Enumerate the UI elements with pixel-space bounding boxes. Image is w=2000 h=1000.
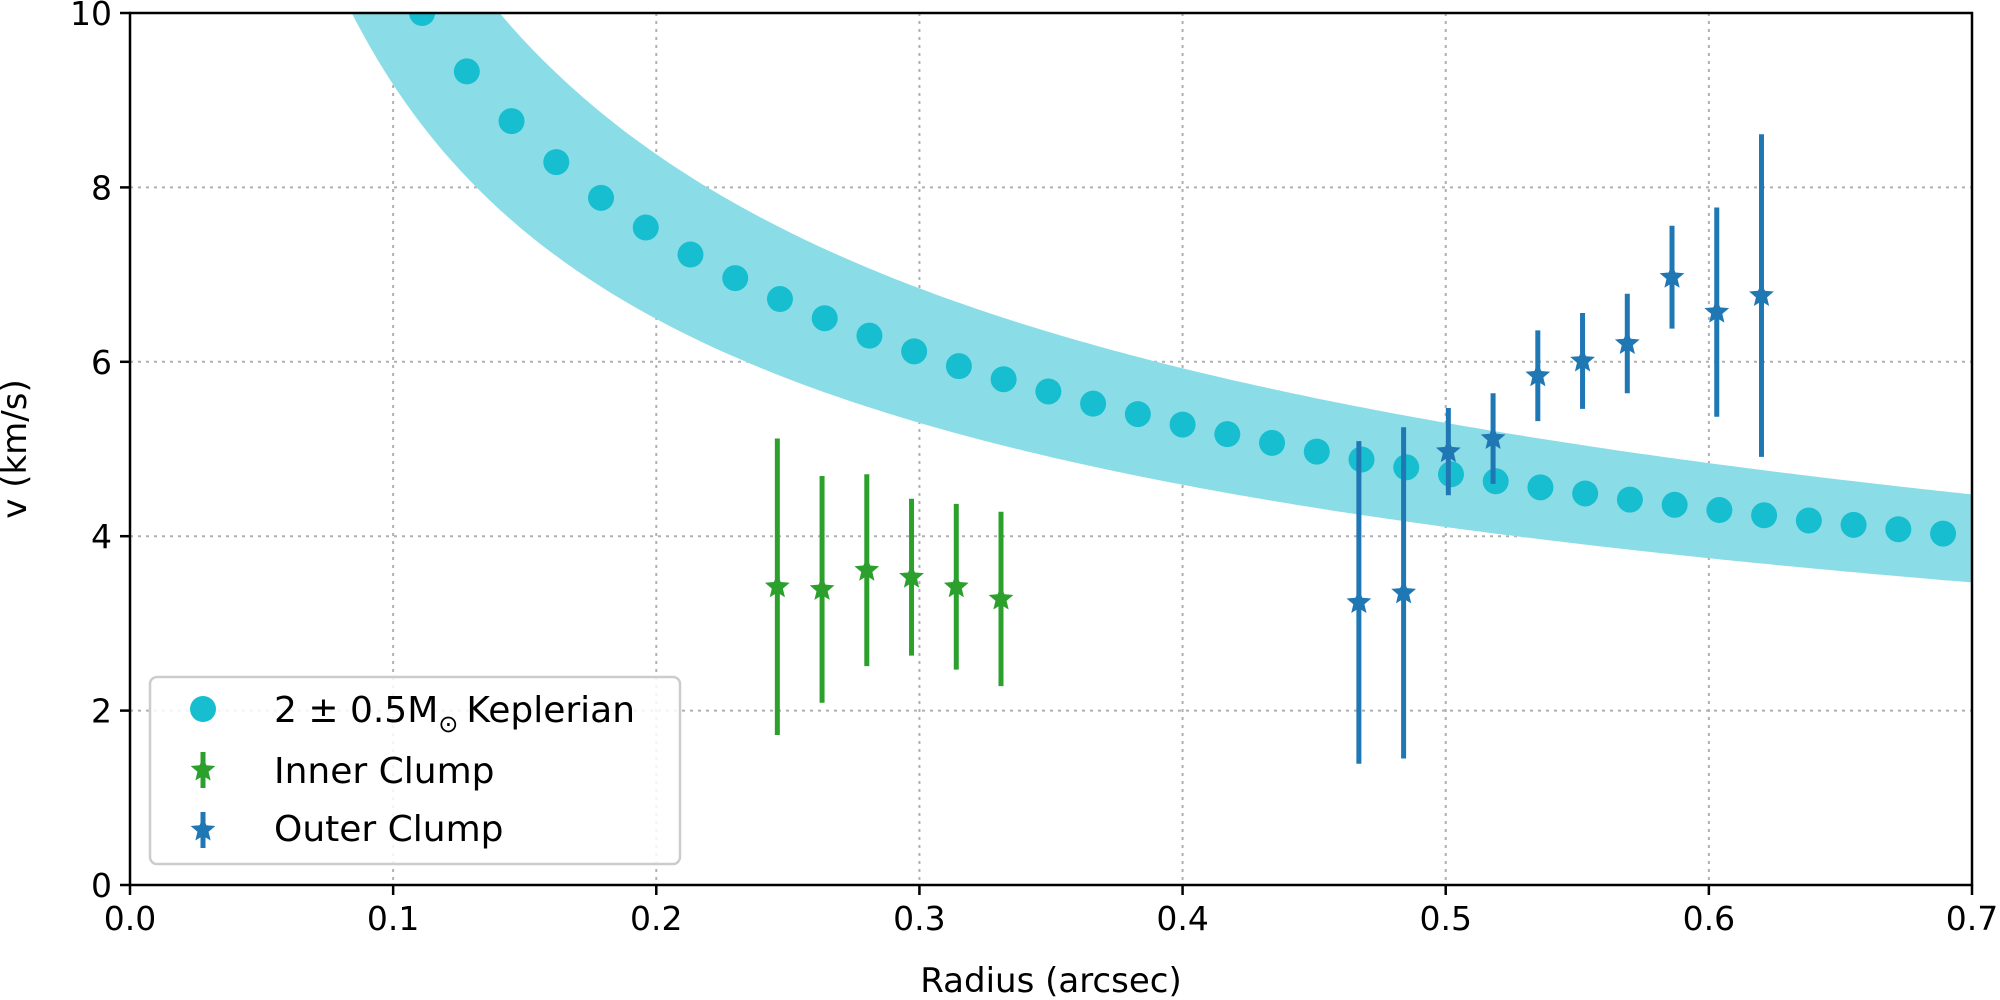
keplerian-point	[1080, 390, 1107, 417]
keplerian-point	[1706, 497, 1733, 524]
keplerian-point	[1527, 474, 1554, 501]
legend-marker-inner	[190, 757, 216, 781]
y-tick-label: 10	[70, 0, 112, 33]
keplerian-point	[1303, 438, 1330, 465]
keplerian-point	[409, 13, 436, 26]
keplerian-point	[1124, 401, 1151, 428]
outer-clump-point	[1614, 330, 1640, 355]
x-tick-label: 0.3	[893, 899, 945, 938]
x-axis-label: Radius (arcsec)	[920, 961, 1181, 1000]
keplerian-point	[811, 305, 838, 332]
outer-clump-point	[1749, 282, 1774, 307]
keplerian-point	[901, 338, 928, 365]
keplerian-point	[1840, 511, 1867, 538]
x-tick-label: 0.7	[1946, 899, 1998, 938]
x-tick-label: 0.2	[630, 899, 682, 938]
y-tick-label: 6	[91, 343, 112, 382]
legend-label-keplerian: 2 ± 0.5M⊙ Keplerian	[274, 690, 635, 738]
keplerian-point	[543, 149, 570, 176]
keplerian-point	[677, 241, 704, 268]
inner-clump-point	[988, 585, 1014, 610]
outer-clump-point	[1391, 579, 1416, 604]
keplerian-point	[1795, 507, 1822, 534]
series-outer-clump	[1346, 134, 1774, 764]
outer-clump-point	[1704, 299, 1730, 323]
legend-label-keplerian-subscript: ⊙	[438, 710, 458, 738]
keplerian-point	[1348, 446, 1375, 473]
keplerian-point	[1259, 429, 1286, 456]
keplerian-point	[1035, 378, 1062, 405]
legend-label-keplerian-prefix: 2 ± 0.5M	[274, 690, 438, 731]
keplerian-point	[1751, 502, 1778, 529]
y-tick-label: 4	[91, 517, 112, 556]
keplerian-point	[453, 58, 480, 85]
plot-frame	[128, 11, 1974, 887]
outer-clump-point	[1346, 589, 1372, 613]
inner-clump-point	[764, 573, 790, 598]
keplerian-point	[1437, 461, 1464, 488]
keplerian-point	[1616, 486, 1643, 513]
x-tick-label: 0.4	[1156, 899, 1208, 938]
inner-clump-point	[854, 557, 880, 581]
keplerian-point	[990, 366, 1017, 393]
keplerian-point	[1885, 516, 1912, 543]
legend: 2 ± 0.5M⊙ Keplerian Inner Clump Outer Clu…	[148, 675, 682, 866]
legend-label-keplerian-suffix: Keplerian	[466, 690, 635, 731]
legend-label-outer: Outer Clump	[274, 809, 504, 850]
outer-clump-point	[1525, 362, 1551, 387]
x-tick-label: 0.0	[104, 899, 156, 938]
keplerian-point	[1214, 421, 1241, 448]
legend-box	[148, 675, 682, 866]
keplerian-point	[632, 214, 659, 241]
series-inner-clump	[764, 438, 1014, 736]
legend-marker-keplerian	[190, 696, 216, 722]
y-axis-label: v (km/s)	[0, 379, 35, 518]
x-tick-label: 0.6	[1683, 899, 1735, 938]
keplerian-point	[1482, 468, 1509, 495]
y-tick-label: 2	[91, 692, 112, 731]
keplerian-point	[1169, 411, 1196, 438]
axis-ticks: 0.0 0.1 0.2 0.3 0.4 0.5 0.6 0.7 0 2 4 6 8 10	[70, 0, 1998, 938]
legend-label-inner: Inner Clump	[274, 751, 495, 792]
x-tick-label: 0.5	[1419, 899, 1471, 938]
series-keplerian	[409, 13, 1957, 547]
keplerian-point	[1661, 491, 1688, 518]
outer-clump-point	[1480, 425, 1506, 450]
data-series	[409, 13, 1957, 764]
keplerian-point	[722, 265, 749, 292]
outer-clump-point	[1659, 264, 1685, 288]
keplerian-uncertainty-band	[351, 13, 1972, 583]
keplerian-point	[945, 353, 972, 380]
keplerian-point	[766, 286, 793, 313]
inner-clump-point	[943, 573, 969, 598]
legend-marker-outer	[190, 817, 216, 841]
inner-clump-point	[809, 576, 835, 600]
keplerian-band	[351, 13, 1972, 583]
keplerian-point	[1572, 480, 1599, 507]
keplerian-point	[856, 322, 883, 349]
outer-clump-point	[1435, 438, 1461, 463]
x-tick-label: 0.1	[367, 899, 419, 938]
keplerian-point	[498, 108, 525, 135]
keplerian-point	[588, 184, 615, 211]
inner-clump-point	[899, 564, 924, 588]
y-tick-label: 0	[91, 866, 112, 905]
y-tick-label: 8	[91, 168, 112, 207]
outer-clump-point	[1570, 347, 1595, 372]
keplerian-point	[1393, 454, 1420, 481]
keplerian-point	[1930, 520, 1957, 547]
